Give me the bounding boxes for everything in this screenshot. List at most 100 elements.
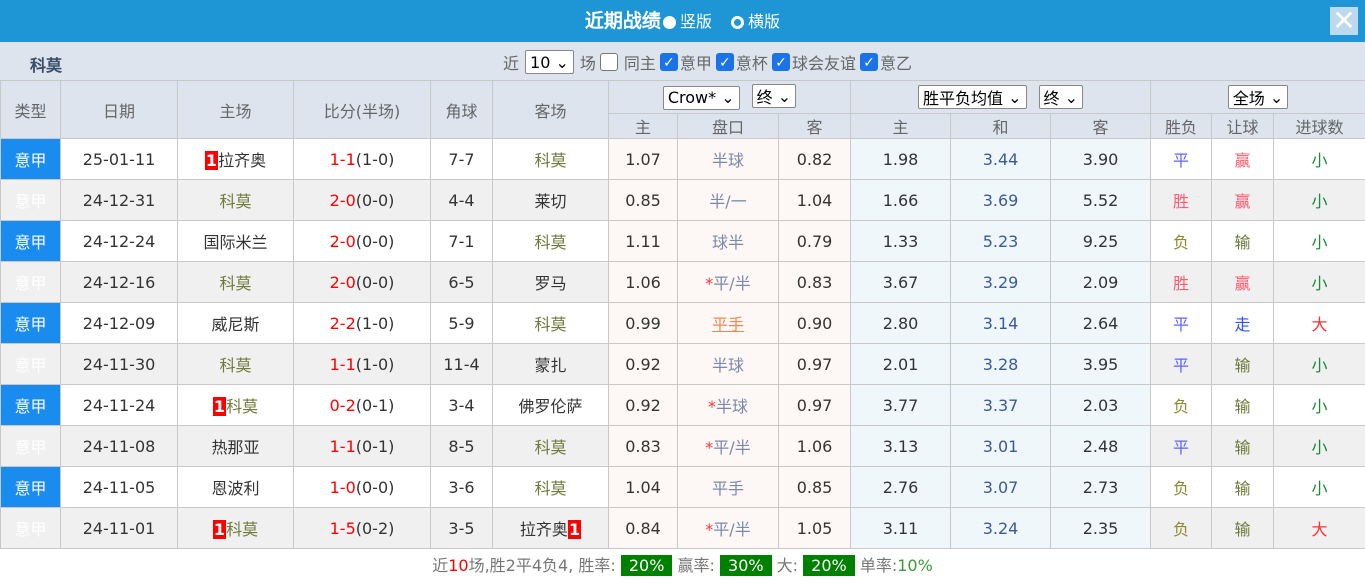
table-row: 意甲 24-11-01 1科莫 1-5(0-2) 3-5 拉齐奥1 0.84 *… <box>1 508 1365 549</box>
league-checkbox[interactable]: ✓ <box>860 53 878 71</box>
league-type: 意甲 <box>1 139 61 180</box>
away-team[interactable]: 科莫 <box>534 479 566 498</box>
over-under-result: 小 <box>1274 344 1365 385</box>
half-score: (0-2) <box>356 519 395 538</box>
avg-stage-select[interactable]: 终 ⌄ <box>1039 85 1084 109</box>
avg-loss: 2.09 <box>1051 262 1151 303</box>
handicap-line: 半/一 <box>678 180 779 221</box>
league-type: 意甲 <box>1 221 61 262</box>
table-row: 意甲 24-11-08 热那亚 1-1(0-1) 8-5 科莫 0.83 *平/… <box>1 426 1365 467</box>
half-score: (0-0) <box>356 273 395 292</box>
league-checkbox[interactable]: ✓ <box>772 53 790 71</box>
same-home-checkbox[interactable] <box>600 53 618 71</box>
radio-vertical[interactable] <box>663 16 676 29</box>
home-team[interactable]: 热那亚 <box>211 438 259 457</box>
away-team[interactable]: 科莫 <box>534 151 566 170</box>
avg-loss: 2.48 <box>1051 426 1151 467</box>
avg-select[interactable]: 胜平负均值 ⌄ <box>918 85 1027 109</box>
handicap-line: *平/半 <box>678 262 779 303</box>
avg-win: 3.77 <box>851 385 951 426</box>
star-mark: * <box>708 397 716 416</box>
home-odds: 1.07 <box>609 139 678 180</box>
table-row: 意甲 24-12-31 科莫 2-0(0-0) 4-4 莱切 0.85 半/一 … <box>1 180 1365 221</box>
score[interactable]: 1-1(0-1) <box>294 426 431 467</box>
away-team[interactable]: 科莫 <box>534 233 566 252</box>
avg-value: 胜平负均值 <box>923 85 1003 109</box>
score[interactable]: 1-1(1-0) <box>294 344 431 385</box>
score[interactable]: 1-0(0-0) <box>294 467 431 508</box>
handicap-value: 平手 <box>712 479 744 498</box>
away-team[interactable]: 拉齐奥 <box>520 520 568 539</box>
home-team[interactable]: 拉齐奥 <box>218 151 266 170</box>
home-team[interactable]: 恩波利 <box>211 479 259 498</box>
table-row: 意甲 24-11-05 恩波利 1-0(0-0) 3-6 科莫 1.04 平手 … <box>1 467 1365 508</box>
odds-stage-select[interactable]: 终 ⌄ <box>752 84 797 108</box>
home-team[interactable]: 国际米兰 <box>203 233 267 252</box>
league-type: 意甲 <box>1 508 61 549</box>
result: 胜 <box>1151 262 1212 303</box>
away-odds: 0.90 <box>779 303 851 344</box>
league-checkbox[interactable]: ✓ <box>660 53 678 71</box>
avg-loss: 2.64 <box>1051 303 1151 344</box>
away-odds: 1.05 <box>779 508 851 549</box>
col-home: 主场 <box>178 81 294 139</box>
summary-text: 赢率: <box>678 556 715 575</box>
away-odds: 0.82 <box>779 139 851 180</box>
count-value: 10 <box>530 53 550 72</box>
home-team[interactable]: 科莫 <box>219 356 251 375</box>
radio-vertical-label[interactable]: 竖版 <box>680 12 712 31</box>
odds-stage-value: 终 <box>757 84 773 108</box>
same-home-label: 同主 <box>624 50 656 74</box>
over-under-result: 小 <box>1274 385 1365 426</box>
home-team[interactable]: 科莫 <box>226 397 258 416</box>
range-select[interactable]: 全场 ⌄ <box>1228 85 1289 109</box>
subcol: 客 <box>779 114 851 139</box>
summary-text: 场,胜2平4负4, 胜率: <box>469 556 616 575</box>
away-team[interactable]: 莱切 <box>534 192 566 211</box>
handicap-line: *半球 <box>678 385 779 426</box>
league-checkbox[interactable]: ✓ <box>716 53 734 71</box>
count-select[interactable]: 10 ⌄ <box>525 50 574 74</box>
away-team[interactable]: 蒙扎 <box>534 356 566 375</box>
avg-header: 胜平负均值 ⌄ 终 ⌄ <box>851 81 1151 114</box>
radio-horizontal-label[interactable]: 横版 <box>748 12 780 31</box>
score[interactable]: 2-0(0-0) <box>294 221 431 262</box>
handicap-result: 输 <box>1212 426 1274 467</box>
handicap-result: 走 <box>1212 303 1274 344</box>
full-score: 1-1 <box>330 150 356 169</box>
away-team[interactable]: 佛罗伦萨 <box>518 397 582 416</box>
away-team[interactable]: 科莫 <box>534 438 566 457</box>
odds-company-select[interactable]: Crow* ⌄ <box>663 86 740 110</box>
away-team[interactable]: 罗马 <box>534 274 566 293</box>
table-row: 意甲 24-12-09 威尼斯 2-2(1-0) 5-9 科莫 0.99 平手 … <box>1 303 1365 344</box>
close-icon[interactable]: ✕ <box>1330 7 1358 35</box>
corners: 5-9 <box>431 303 493 344</box>
avg-win: 2.80 <box>851 303 951 344</box>
odds-header: Crow* ⌄ 终 ⌄ <box>609 81 851 114</box>
home-team[interactable]: 威尼斯 <box>211 315 259 334</box>
avg-stage-value: 终 <box>1044 85 1060 109</box>
handicap-value: 平手 <box>712 315 744 334</box>
half-score: (1-0) <box>356 355 395 374</box>
league-type: 意甲 <box>1 303 61 344</box>
half-score: (1-0) <box>356 314 395 333</box>
result: 胜 <box>1151 180 1212 221</box>
radio-horizontal[interactable] <box>731 16 744 29</box>
handicap-value: 半球 <box>712 356 744 375</box>
score[interactable]: 1-1(1-0) <box>294 139 431 180</box>
result: 负 <box>1151 385 1212 426</box>
score[interactable]: 0-2(0-1) <box>294 385 431 426</box>
score[interactable]: 2-0(0-0) <box>294 262 431 303</box>
corners: 11-4 <box>431 344 493 385</box>
summary-count: 10 <box>448 556 468 575</box>
home-team[interactable]: 科莫 <box>219 192 251 211</box>
score[interactable]: 1-5(0-2) <box>294 508 431 549</box>
summary-text: 近 <box>432 556 448 575</box>
away-team[interactable]: 科莫 <box>534 315 566 334</box>
over-under-result: 小 <box>1274 139 1365 180</box>
handicap-rate-badge: 30% <box>720 555 772 576</box>
home-team[interactable]: 科莫 <box>226 520 258 539</box>
home-team[interactable]: 科莫 <box>219 274 251 293</box>
score[interactable]: 2-0(0-0) <box>294 180 431 221</box>
score[interactable]: 2-2(1-0) <box>294 303 431 344</box>
